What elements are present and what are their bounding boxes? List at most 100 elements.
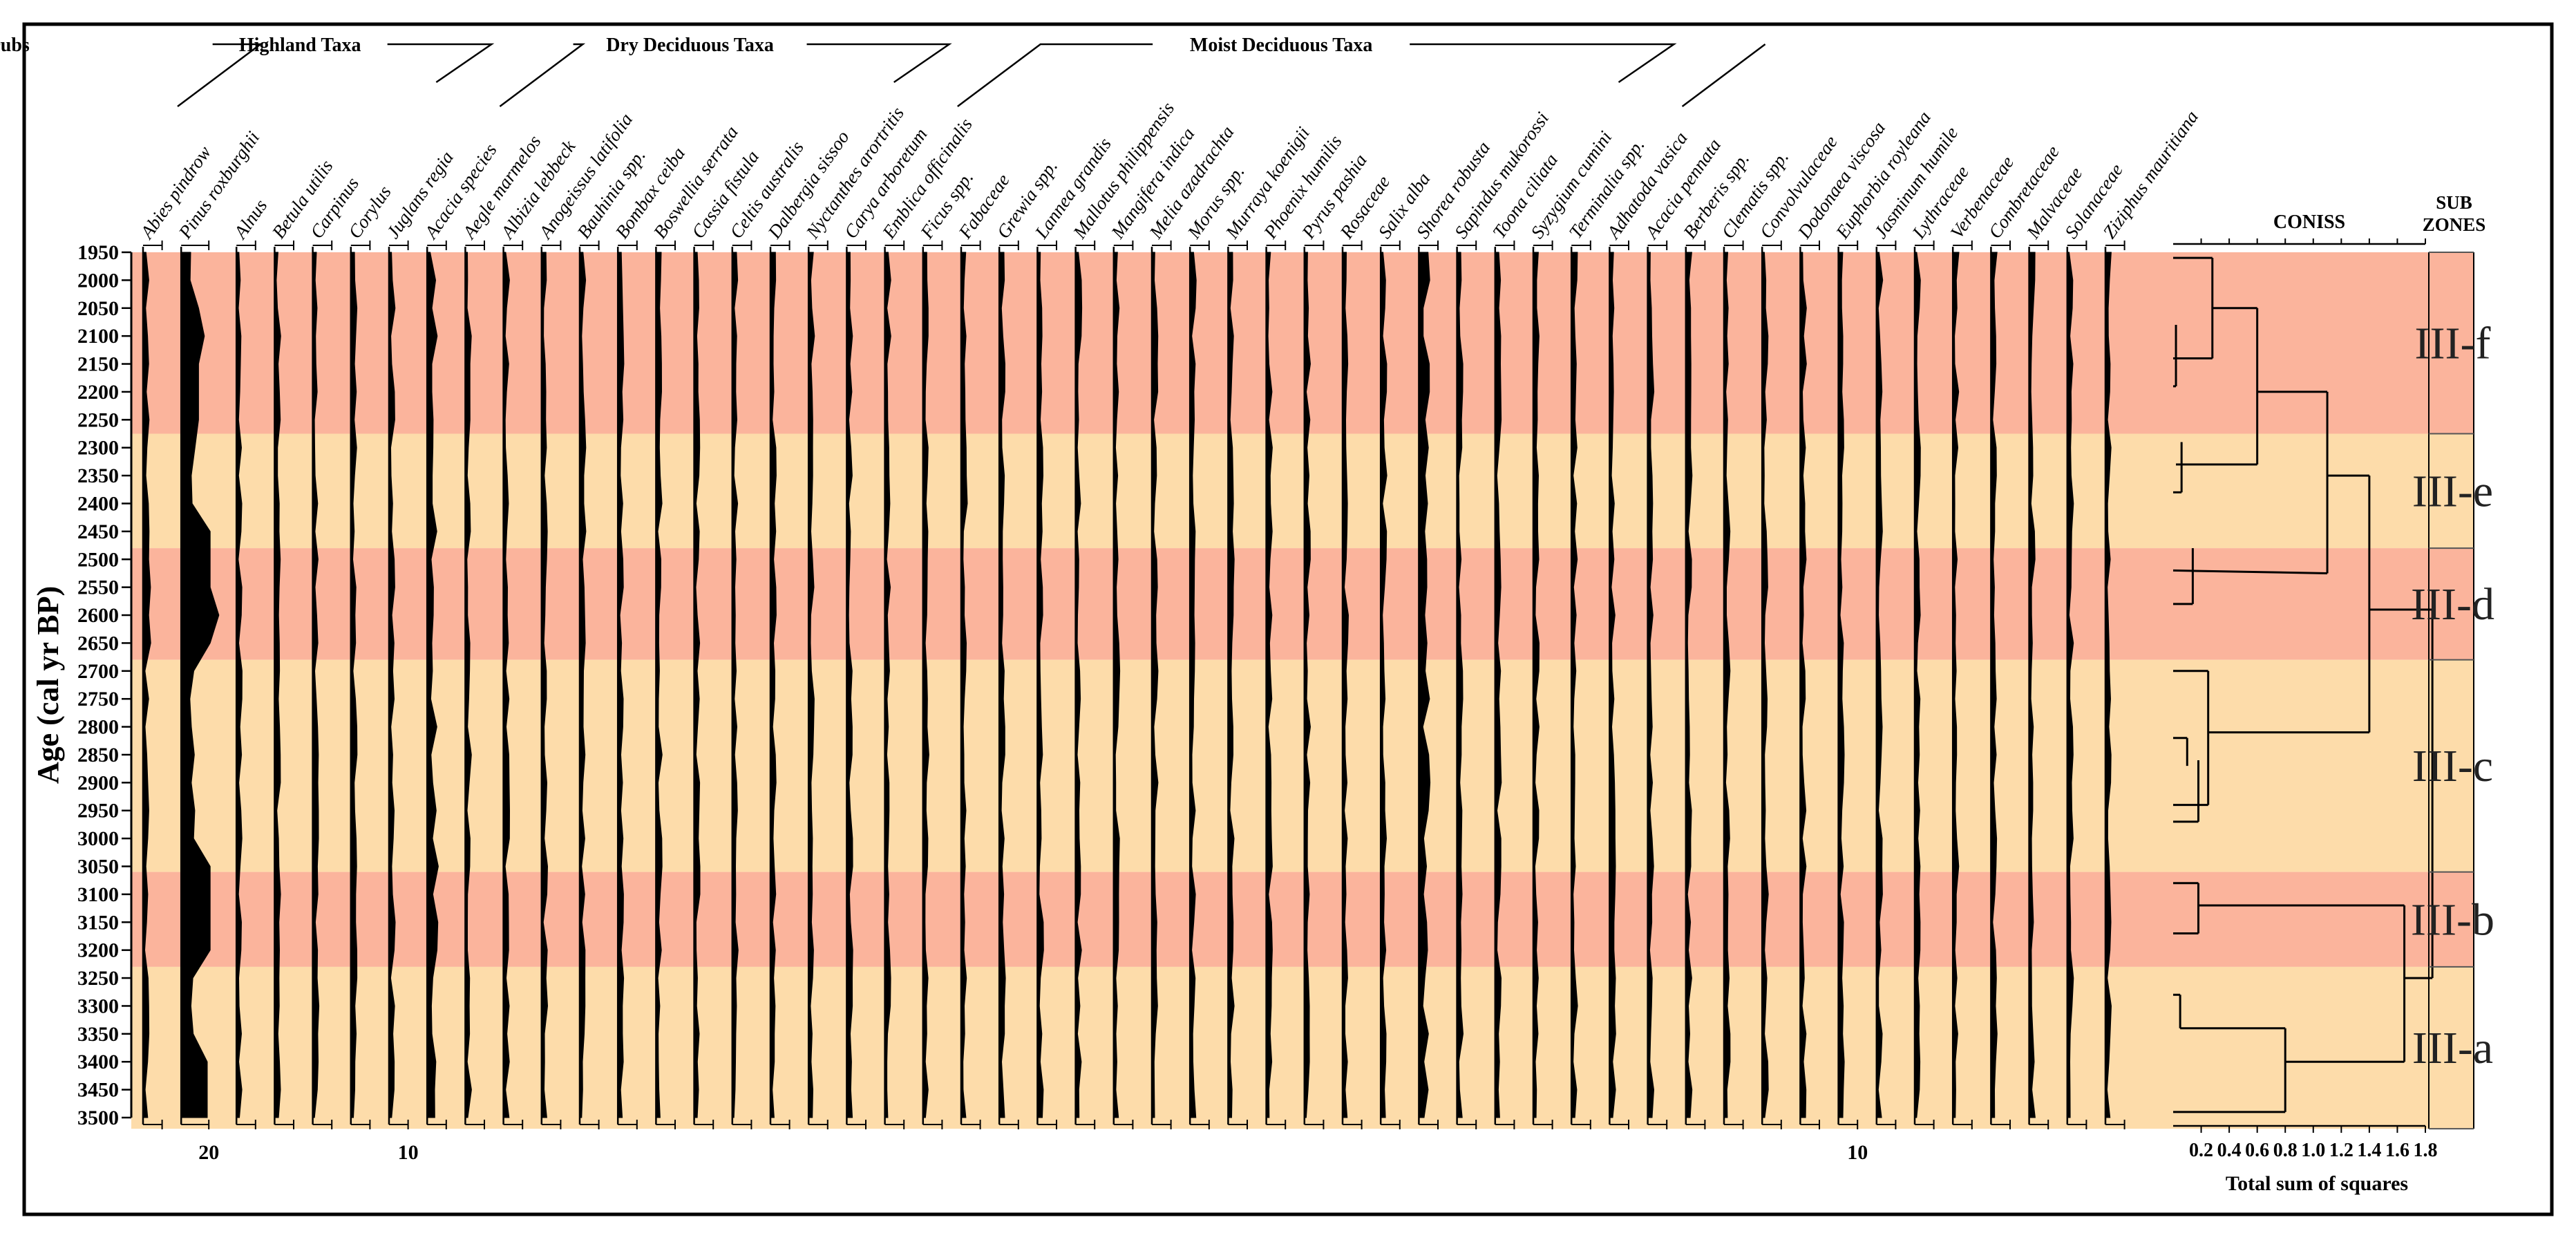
taxon-curve-solanaceae	[2067, 252, 2074, 1118]
y-tick-label: 2100	[77, 325, 119, 348]
taxon-curve-acacia-species	[426, 252, 439, 1118]
taxon-curve-shorea-robusta	[1418, 252, 1431, 1118]
y-tick-label: 2200	[77, 381, 119, 404]
group-label: Dry Deciduous Taxa	[606, 35, 774, 56]
y-tick-label: 3200	[77, 939, 119, 962]
taxon-curve-combretaceae	[1990, 252, 1998, 1118]
scale-label: 10	[398, 1141, 419, 1164]
taxon-curve-carya-arboretum	[846, 252, 853, 1118]
zone-band-III-e	[131, 433, 2474, 549]
group-bracket-left	[957, 43, 1153, 107]
taxon-curve-juglans-regia	[388, 252, 396, 1118]
taxon-curve-emblica-officinalis	[884, 252, 891, 1118]
y-tick-label: 3300	[77, 995, 119, 1017]
scale-label: 10	[1847, 1141, 1868, 1164]
y-tick-label: 2350	[77, 464, 119, 487]
taxon-curve-aegle-marmelos	[464, 252, 472, 1118]
y-tick-label: 2400	[77, 492, 119, 515]
zone-band-III-a	[131, 966, 2474, 1129]
y-tick-label: 3150	[77, 911, 119, 934]
taxon-curve-syzygium-cumini	[1533, 252, 1540, 1118]
coniss-tick-label: 0.2	[2189, 1140, 2213, 1161]
y-axis-title: Age (cal yr BP)	[31, 586, 65, 784]
y-tick-label: 2000	[77, 269, 119, 292]
group-bracket-right	[806, 43, 952, 84]
y-tick-label: 3450	[77, 1079, 119, 1102]
subzones-title: SUB	[2436, 192, 2472, 213]
zone-band-III-c	[131, 659, 2474, 872]
taxon-curve-grewia-spp-	[998, 252, 1006, 1118]
taxon-curve-nyctanthes-arortritis	[808, 252, 815, 1118]
y-tick-label: 3250	[77, 967, 119, 990]
taxon-curve-malvaceae	[2029, 252, 2036, 1118]
coniss-title: CONISS	[2273, 211, 2345, 233]
taxon-curve-alnus	[236, 252, 243, 1118]
coniss-xlabel: Total sum of squares	[2226, 1172, 2408, 1195]
zone-band-III-b	[131, 872, 2474, 967]
taxon-curve-ficus-spp-	[922, 252, 929, 1118]
y-tick-label: 3050	[77, 856, 119, 878]
taxon-curve-lannea-grandis	[1036, 252, 1044, 1118]
taxon-curve-boswellia-serrata	[655, 252, 663, 1118]
taxon-curve-ziziphus-mauritiana	[2105, 252, 2112, 1118]
taxon-curve-celtis-australis	[732, 252, 739, 1118]
taxon-curve-fabaceae	[960, 252, 968, 1118]
taxon-curve-euphorbia-royleana	[1838, 252, 1845, 1118]
subzone-label: III-a	[2412, 1023, 2493, 1073]
taxon-curve-dodonaea-viscosa	[1799, 252, 1807, 1118]
taxon-curve-pyrus-pashia	[1304, 252, 1311, 1118]
taxon-curve-bauhinia-spp-	[579, 252, 587, 1118]
taxon-curve-jasminum-humile	[1876, 252, 1884, 1118]
y-tick-label: 2500	[77, 548, 119, 571]
y-tick-label: 3000	[77, 827, 119, 850]
group-bracket-left	[499, 43, 586, 107]
coniss-tick-label: 1.6	[2385, 1140, 2409, 1161]
subzone-label: III-c	[2412, 741, 2493, 791]
zone-band-III-d	[131, 548, 2474, 660]
subzone-label: III-b	[2411, 894, 2494, 945]
y-tick-label: 2750	[77, 688, 119, 711]
taxon-curve-phoenix-humilis	[1266, 252, 1273, 1118]
y-tick-label: 2900	[77, 771, 119, 794]
subzones-title: ZONES	[2423, 214, 2486, 235]
subzone-label: III-f	[2415, 318, 2491, 368]
taxon-curve-anogeissus-latifolia	[541, 252, 549, 1118]
dendrogram-branch	[2172, 569, 2328, 574]
taxon-curve-bombax-ceiba	[617, 252, 625, 1118]
taxon-curve-adhatoda-vasica	[1609, 252, 1616, 1118]
y-tick-label: 2250	[77, 408, 119, 431]
y-tick-label: 1950	[77, 241, 119, 264]
group-bracket-right	[1410, 43, 1677, 84]
coniss-tick-label: 0.6	[2245, 1140, 2269, 1161]
group-bracket-right	[387, 43, 495, 84]
taxon-curve-acacia-pennata	[1647, 252, 1655, 1118]
taxon-curve-sapindus-mukorossi	[1457, 252, 1464, 1118]
y-tick-label: 3350	[77, 1023, 119, 1046]
y-tick-label: 3400	[77, 1051, 119, 1073]
y-tick-label: 2050	[77, 297, 119, 320]
y-tick-label: 2150	[77, 353, 119, 376]
taxon-curve-corylus	[350, 252, 358, 1118]
y-tick-label: 2450	[77, 520, 119, 543]
taxon-curve-berberis-spp-	[1685, 252, 1693, 1118]
group-label: Moist Deciduous Taxa	[1190, 35, 1373, 56]
coniss-tick-label: 1.8	[2414, 1140, 2438, 1161]
y-tick-label: 2600	[77, 604, 119, 627]
taxon-curve-pinus-roxburghii	[180, 252, 220, 1118]
taxon-curve-clematis-spp-	[1723, 252, 1731, 1118]
taxon-curve-rosaceae	[1342, 252, 1349, 1118]
y-tick-label: 2650	[77, 632, 119, 655]
taxon-curve-cassia-fistula	[694, 252, 701, 1118]
subzone-label: III-e	[2412, 466, 2493, 516]
taxon-curve-convolvulaceae	[1761, 252, 1769, 1118]
y-tick-label: 3100	[77, 883, 119, 906]
coniss-tick-label: 0.4	[2217, 1140, 2242, 1161]
taxon-curve-salix-alba	[1380, 252, 1388, 1118]
taxon-curve-abies-pindrow	[142, 252, 151, 1118]
group-bracket-left	[177, 43, 263, 107]
group-bracket-left	[1681, 44, 1766, 107]
group-label: Shrubs	[0, 35, 30, 56]
taxon-curve-betula-utilis	[274, 252, 281, 1118]
